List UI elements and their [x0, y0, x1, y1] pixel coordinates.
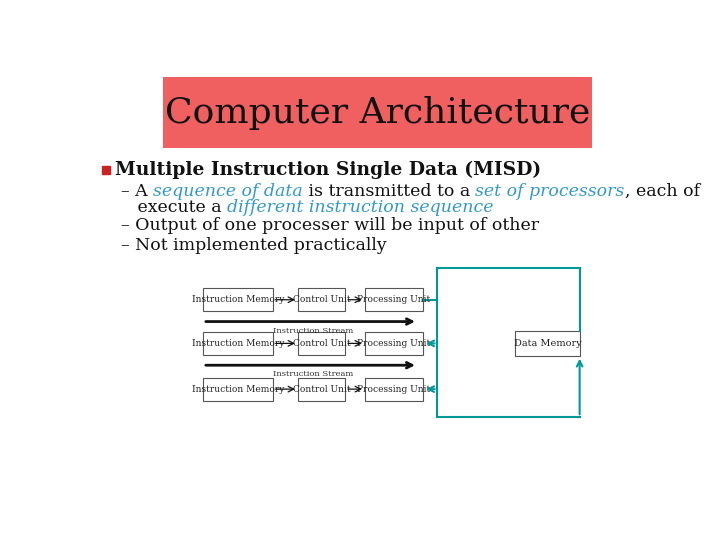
Text: sequence of data: sequence of data: [153, 183, 302, 200]
Text: Processing Unit: Processing Unit: [358, 295, 431, 304]
FancyBboxPatch shape: [163, 77, 593, 148]
Text: is transmitted to a: is transmitted to a: [302, 183, 475, 200]
Text: Instruction Memory: Instruction Memory: [192, 295, 284, 304]
Text: Processing Unit: Processing Unit: [358, 384, 431, 394]
Text: different instruction sequence: different instruction sequence: [227, 199, 493, 215]
FancyBboxPatch shape: [203, 332, 273, 355]
FancyBboxPatch shape: [203, 288, 273, 311]
Text: set of processors: set of processors: [475, 183, 624, 200]
Text: – Not implemented practically: – Not implemented practically: [121, 237, 387, 254]
FancyBboxPatch shape: [298, 377, 346, 401]
FancyBboxPatch shape: [365, 288, 423, 311]
Text: – A: – A: [121, 183, 153, 200]
FancyBboxPatch shape: [365, 377, 423, 401]
FancyBboxPatch shape: [365, 332, 423, 355]
Text: Processing Unit: Processing Unit: [358, 339, 431, 348]
FancyBboxPatch shape: [203, 377, 273, 401]
Text: execute a: execute a: [121, 199, 227, 215]
FancyBboxPatch shape: [298, 288, 346, 311]
Text: Instruction Memory: Instruction Memory: [192, 384, 284, 394]
Text: – Output of one processer will be input of other: – Output of one processer will be input …: [121, 217, 539, 234]
FancyBboxPatch shape: [298, 332, 346, 355]
Bar: [102, 166, 109, 174]
Text: Control Unit: Control Unit: [293, 384, 351, 394]
Text: Control Unit: Control Unit: [293, 295, 351, 304]
Text: Instruction Stream: Instruction Stream: [273, 370, 354, 379]
Text: Instruction Stream: Instruction Stream: [273, 327, 354, 335]
Text: Control Unit: Control Unit: [293, 339, 351, 348]
Text: Multiple Instruction Single Data (MISD): Multiple Instruction Single Data (MISD): [115, 161, 541, 179]
Text: Data Memory: Data Memory: [513, 339, 582, 348]
Text: Computer Architecture: Computer Architecture: [165, 96, 590, 130]
FancyBboxPatch shape: [516, 331, 580, 356]
Text: Instruction Memory: Instruction Memory: [192, 339, 284, 348]
Text: , each of: , each of: [624, 183, 700, 200]
